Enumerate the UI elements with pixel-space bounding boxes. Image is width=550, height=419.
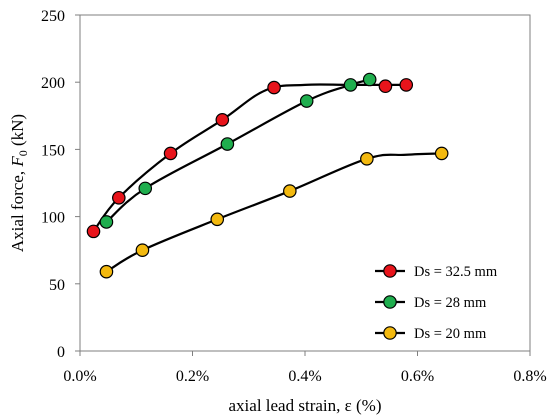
data-point [343, 78, 358, 92]
x-tick-label: 0.8% [513, 368, 546, 385]
data-point [362, 72, 377, 87]
data-point [215, 113, 230, 127]
data-point [378, 79, 393, 94]
y-tick-label: 150 [41, 142, 65, 159]
x-tick-label: 0.2% [176, 368, 209, 385]
y-tick-label: 0 [57, 344, 65, 361]
legend-item: Ds = 28 mm [375, 295, 487, 311]
legend-marker [383, 264, 397, 278]
y-tick-label: 50 [49, 277, 65, 294]
legend-label: Ds = 28 mm [414, 295, 487, 311]
x-axis-title: axial lead strain, ε (%) [229, 396, 382, 415]
data-point [112, 190, 126, 205]
data-point [360, 152, 374, 166]
data-point [399, 78, 414, 92]
y-axis-title-subscript: 0 [16, 150, 30, 156]
data-point [220, 137, 235, 151]
data-point [299, 94, 314, 108]
data-point [283, 184, 297, 198]
x-tick-label: 0.4% [288, 368, 321, 385]
data-point [86, 224, 101, 239]
legend-label: Ds = 20 mm [414, 326, 487, 342]
legend-marker [383, 326, 397, 340]
series-3 [99, 146, 449, 279]
x-tick-label: 0.6% [401, 368, 434, 385]
y-axis-title-prefix: Axial force, [8, 167, 27, 252]
legend-items: Ds = 32.5 mm Ds = 28 mm Ds = 20 mm [375, 264, 498, 342]
legend-item: Ds = 20 mm [375, 326, 487, 342]
data-point [138, 181, 153, 196]
y-axis-title: Axial force, F0 (kN) [8, 114, 30, 252]
legend-marker [383, 295, 397, 309]
legend: Ds = 32.5 mm Ds = 28 mm Ds = 20 mm [363, 254, 525, 348]
legend-label: Ds = 32.5 mm [414, 264, 498, 280]
legend-item: Ds = 32.5 mm [375, 264, 498, 280]
data-point [267, 80, 281, 95]
data-point [434, 146, 449, 161]
y-axis-ticks: 0 50 100 150 200 250 [41, 8, 80, 361]
x-tick-label: 0.0% [63, 368, 96, 385]
data-point [99, 215, 114, 229]
data-point [135, 243, 150, 257]
data-point [99, 264, 114, 279]
series-2 [99, 72, 377, 229]
y-axis-title-suffix: (kN) [8, 114, 27, 150]
data-point [210, 212, 225, 227]
y-tick-label: 100 [41, 210, 65, 227]
y-tick-label: 200 [41, 75, 65, 92]
data-point [163, 146, 178, 161]
y-tick-label: 250 [41, 8, 65, 25]
x-axis-ticks: 0.0% 0.2% 0.4% 0.6% 0.8% [63, 351, 547, 385]
series-layer [86, 72, 449, 279]
y-axis-title-symbol: F [8, 156, 27, 168]
